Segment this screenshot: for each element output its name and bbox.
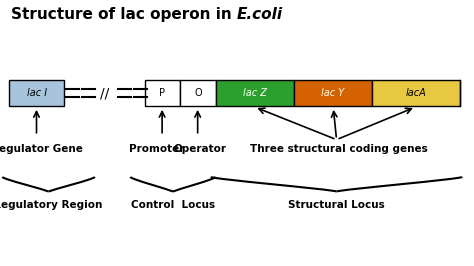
Text: O: O: [194, 88, 202, 98]
Text: //: //: [100, 86, 109, 100]
Text: Control  Locus: Control Locus: [131, 200, 215, 210]
FancyBboxPatch shape: [180, 80, 216, 106]
Text: Regulatory Region: Regulatory Region: [0, 200, 102, 210]
FancyBboxPatch shape: [294, 80, 372, 106]
FancyBboxPatch shape: [145, 80, 180, 106]
Text: lac I: lac I: [27, 88, 47, 98]
Text: Regulator Gene: Regulator Gene: [0, 144, 82, 154]
FancyBboxPatch shape: [372, 80, 460, 106]
Text: P: P: [159, 88, 165, 98]
Text: lac Y: lac Y: [321, 88, 345, 98]
Text: lacA: lacA: [406, 88, 426, 98]
Text: Operator: Operator: [173, 144, 227, 154]
FancyBboxPatch shape: [9, 80, 64, 106]
Text: Structure of lac operon in: Structure of lac operon in: [11, 7, 237, 22]
FancyBboxPatch shape: [216, 80, 294, 106]
Text: Three structural coding genes: Three structural coding genes: [250, 144, 428, 154]
Text: Promoter: Promoter: [129, 144, 184, 154]
Text: E.coli: E.coli: [237, 7, 283, 22]
Text: Structural Locus: Structural Locus: [288, 200, 385, 210]
Text: lac Z: lac Z: [243, 88, 267, 98]
